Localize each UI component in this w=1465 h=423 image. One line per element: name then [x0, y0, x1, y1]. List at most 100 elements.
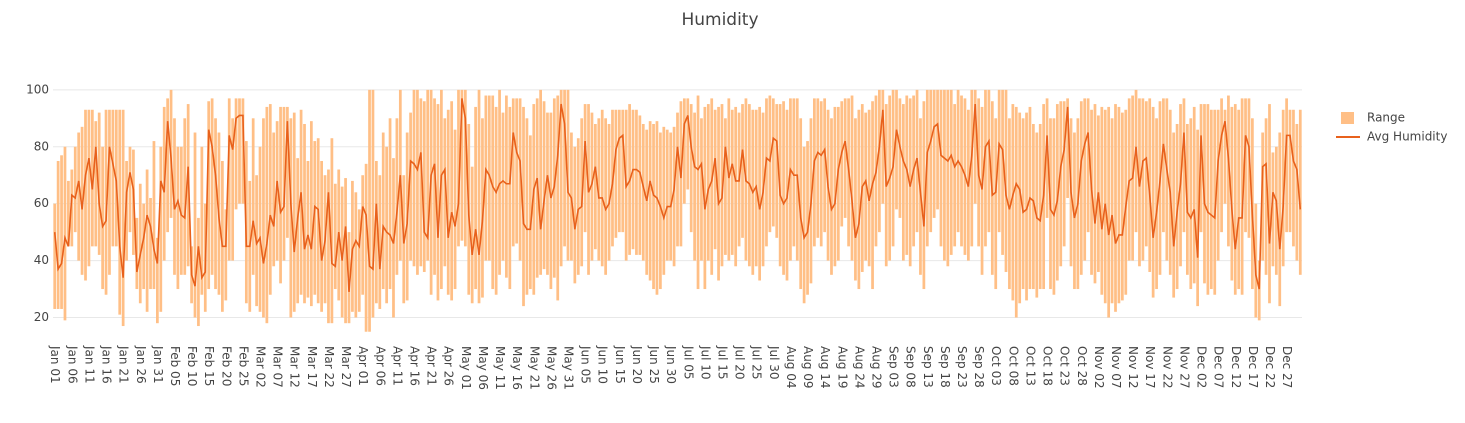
range-bar — [720, 104, 724, 267]
x-tick-label: Feb 05 — [168, 346, 182, 386]
range-bar — [1083, 98, 1087, 261]
range-bar — [946, 89, 950, 267]
range-bar — [501, 112, 505, 261]
range-bar — [689, 104, 693, 233]
range-bar — [1127, 98, 1131, 261]
range-bar — [813, 98, 816, 247]
range-bar — [953, 104, 957, 247]
range-bar — [238, 98, 241, 204]
range-bar — [881, 89, 885, 204]
x-tick-label: Aug 29 — [869, 346, 883, 389]
range-bar — [614, 109, 618, 238]
range-bar — [1264, 118, 1268, 275]
range-bar — [1110, 118, 1114, 304]
range-bar — [470, 166, 474, 304]
x-tick-label: Jul 20 — [733, 345, 747, 380]
range-bar — [498, 89, 501, 275]
range-bar — [771, 98, 775, 227]
range-bar — [960, 95, 963, 247]
range-bar — [1093, 104, 1097, 284]
range-bar — [272, 132, 276, 267]
x-tick-label: May 26 — [544, 346, 558, 390]
range-bar — [286, 106, 289, 238]
range-bar — [901, 104, 905, 261]
range-bar — [806, 141, 809, 295]
range-bar — [1268, 104, 1271, 304]
range-bar — [730, 109, 734, 255]
range-bar — [1223, 109, 1227, 204]
range-bar — [871, 101, 874, 290]
y-tick-label: 60 — [34, 196, 49, 210]
x-tick-label: Oct 23 — [1058, 346, 1072, 386]
range-bar — [662, 126, 666, 275]
range-bar — [1281, 109, 1285, 267]
range-bar — [1237, 109, 1241, 290]
x-tick-label: Jan 01 — [48, 345, 62, 384]
range-bar — [539, 89, 542, 275]
range-bar — [279, 106, 282, 284]
range-bar — [987, 89, 991, 233]
range-bar — [1230, 106, 1234, 281]
range-bar — [224, 209, 228, 301]
range-bar — [980, 106, 984, 275]
range-bar — [1114, 104, 1117, 312]
range-bar — [522, 106, 525, 307]
range-bar — [908, 98, 912, 267]
range-bar — [525, 118, 529, 295]
range-bar — [758, 106, 761, 281]
range-bar — [1032, 123, 1035, 290]
range-bar — [73, 146, 77, 233]
x-tick-label: Apr 16 — [408, 346, 422, 386]
range-bar — [1134, 89, 1138, 233]
range-bar — [378, 175, 382, 309]
range-bar — [375, 160, 378, 304]
range-bar — [179, 146, 183, 275]
range-bar — [597, 118, 601, 261]
legend-label: Range — [1367, 111, 1405, 125]
range-bar — [682, 98, 686, 204]
range-bar — [1100, 106, 1104, 295]
range-bar — [1285, 98, 1288, 233]
x-tick-label: Apr 21 — [425, 346, 439, 386]
x-tick-label: Aug 19 — [835, 346, 849, 389]
range-bar — [1189, 118, 1193, 290]
avg-line — [53, 98, 1302, 292]
range-bar — [303, 123, 306, 304]
range-bar — [984, 89, 987, 247]
range-bar — [1196, 129, 1200, 307]
range-bar — [87, 109, 91, 267]
x-tick-label: Jan 31 — [151, 345, 165, 384]
x-tick-label: Apr 06 — [373, 346, 387, 386]
range-bar — [631, 109, 635, 250]
range-bar — [672, 126, 676, 267]
range-bar — [282, 106, 286, 261]
range-bar — [409, 112, 412, 261]
range-bar — [1107, 106, 1111, 318]
range-bar — [327, 169, 330, 324]
chart-title: Humidity — [681, 10, 758, 30]
x-tick-label: Dec 12 — [1229, 346, 1243, 388]
range-bar — [1004, 89, 1008, 272]
range-bar — [97, 112, 101, 255]
range-bar — [549, 112, 553, 290]
range-bar — [1172, 132, 1176, 298]
x-tick-label: Jan 11 — [82, 345, 96, 384]
range-bar — [330, 138, 334, 324]
range-bar — [686, 98, 690, 190]
range-bar — [176, 146, 180, 290]
range-bar — [371, 89, 375, 318]
range-bar — [63, 146, 67, 321]
range-bar — [1141, 98, 1145, 261]
y-tick-label: 20 — [34, 310, 49, 324]
x-tick-label: Jan 06 — [65, 345, 79, 384]
range-bar — [1001, 89, 1004, 255]
range-bar — [463, 89, 467, 247]
x-tick-label: May 31 — [561, 346, 575, 390]
range-bar — [706, 104, 710, 261]
range-bar — [292, 112, 296, 312]
range-bar — [775, 104, 779, 238]
range-bar — [1120, 112, 1124, 301]
range-bar — [864, 112, 868, 261]
range-bar — [183, 118, 187, 275]
